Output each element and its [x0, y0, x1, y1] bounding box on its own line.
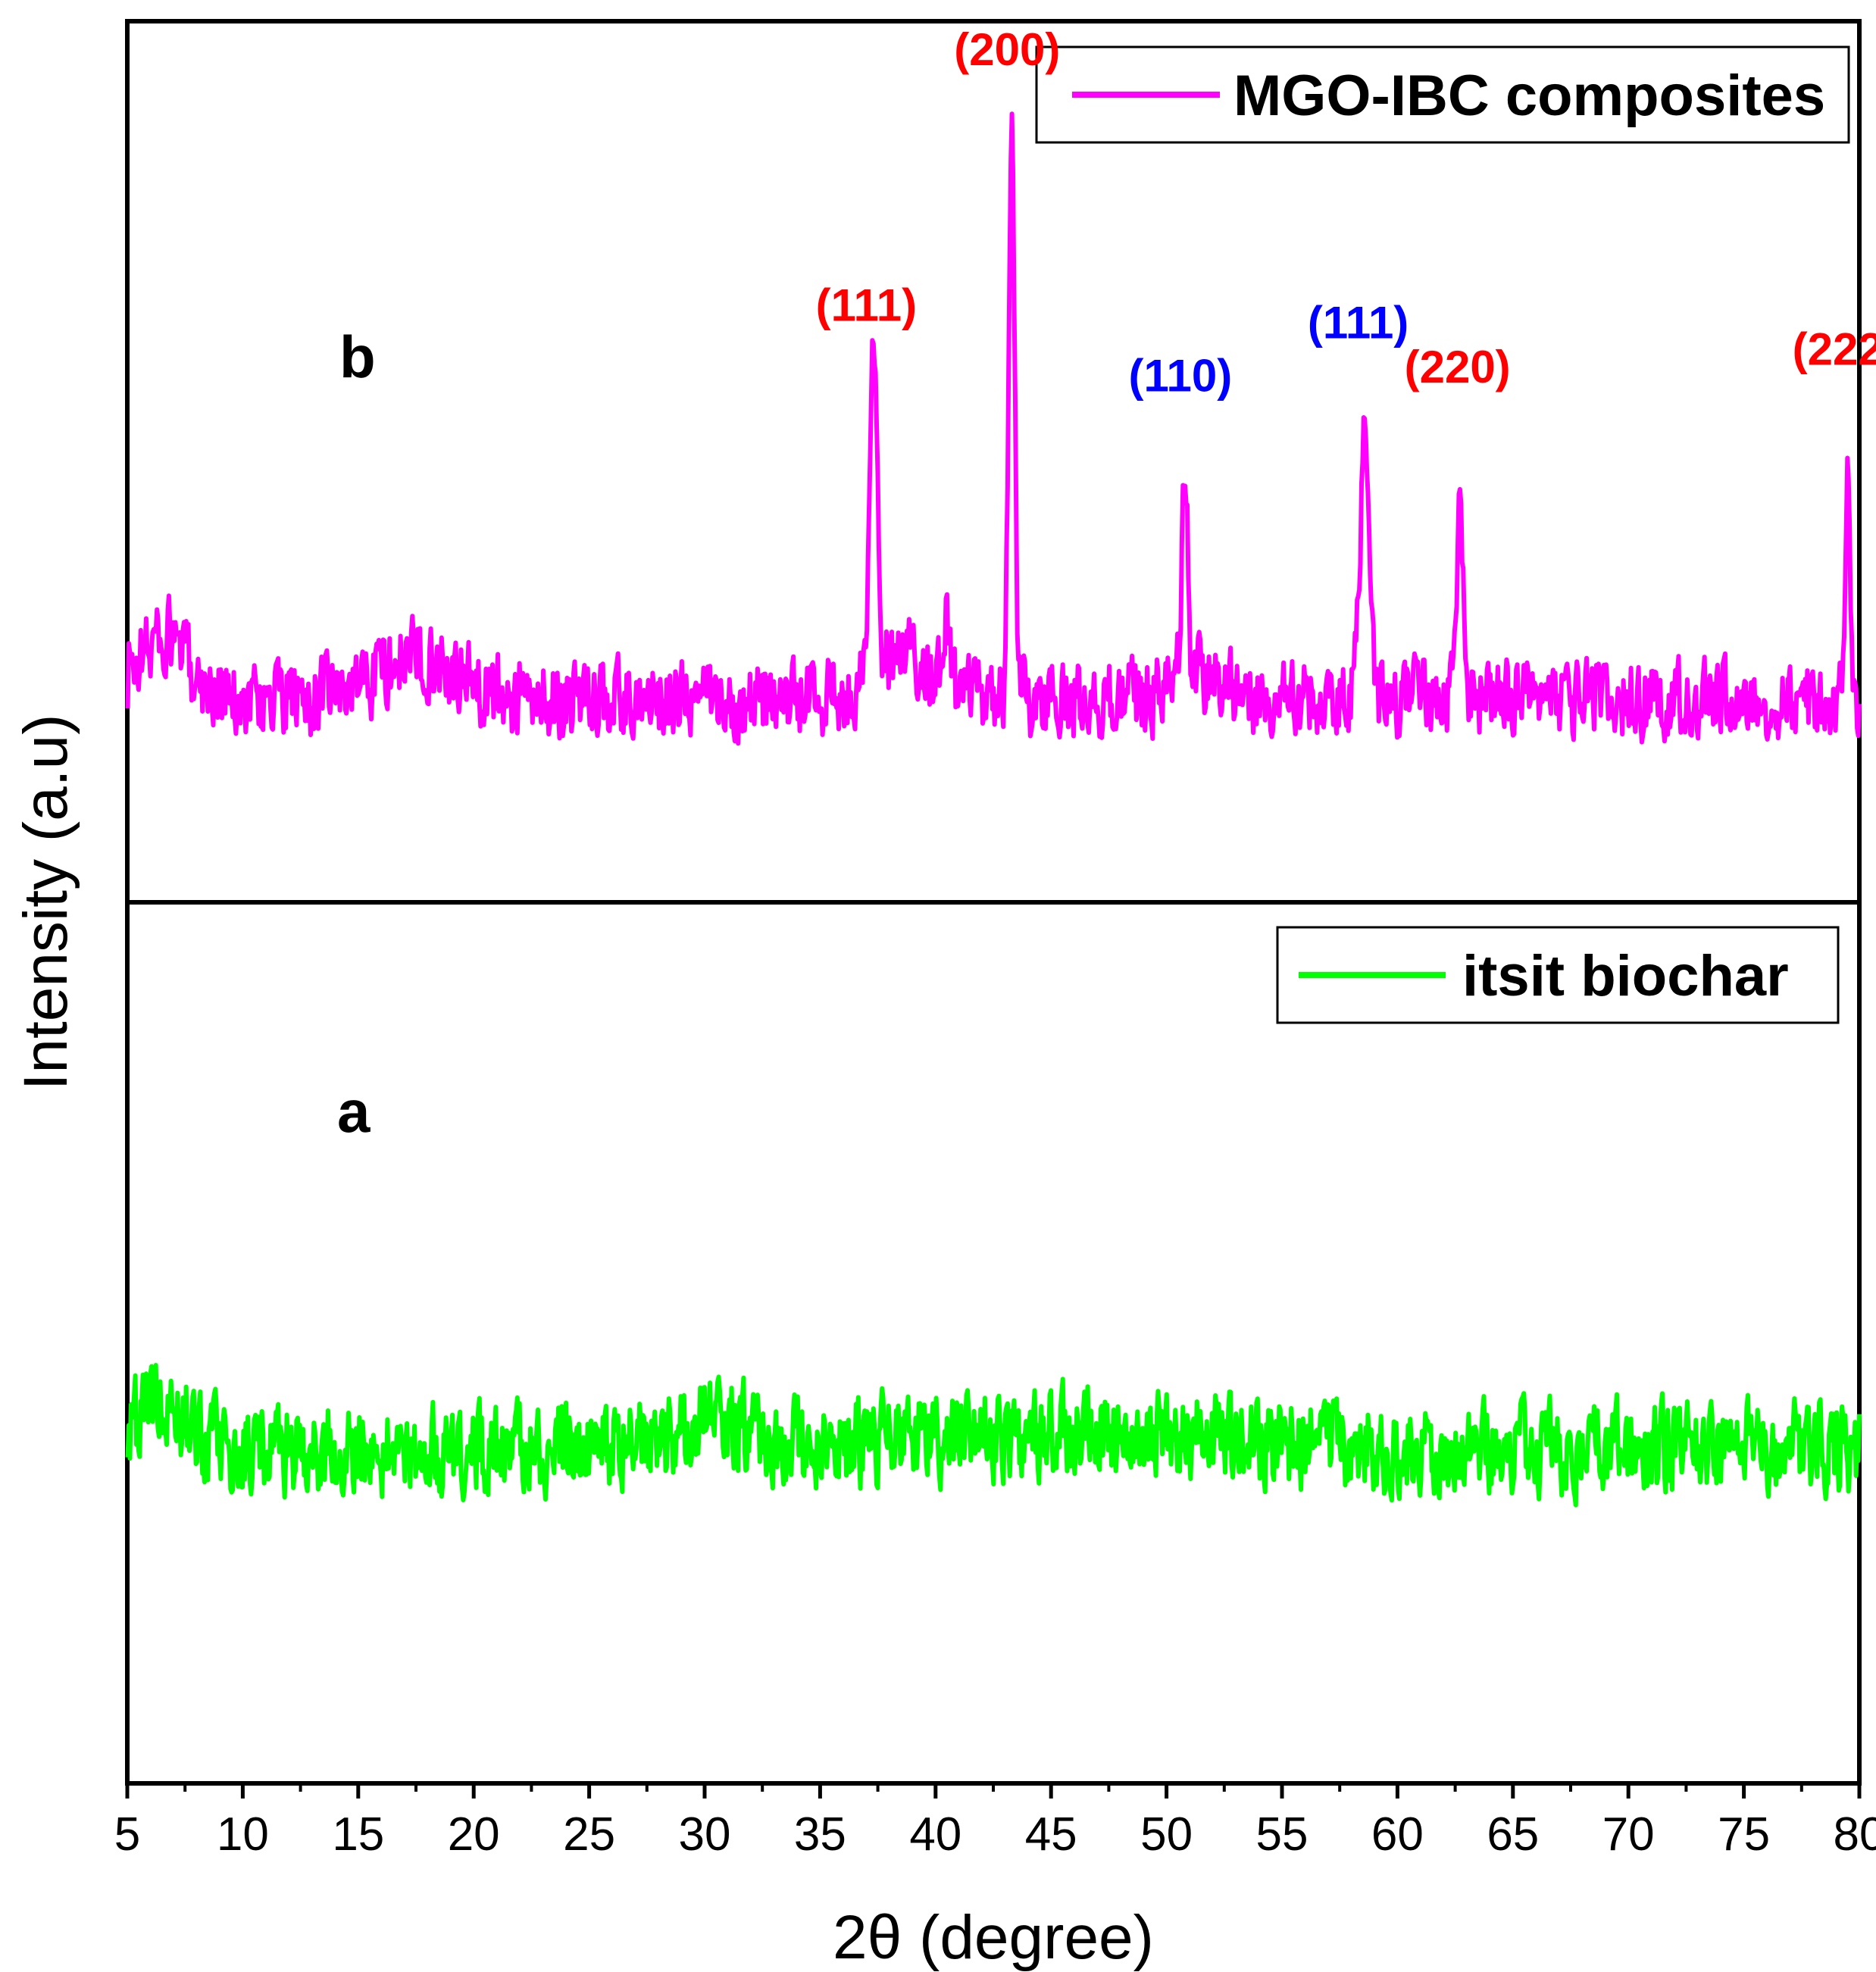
peak-label-3-panel-b: (111) — [1308, 298, 1409, 348]
x-axis-title: 2θ (degree) — [833, 1903, 1154, 1972]
panel-letter-a: a — [337, 1078, 371, 1145]
x-tick-label-10: 10 — [217, 1808, 269, 1861]
panel-a-frame — [125, 900, 1862, 1786]
x-tick-label-60: 60 — [1371, 1808, 1424, 1861]
x-tick-label-70: 70 — [1602, 1808, 1655, 1861]
peak-annotations: (111)(200)(110)(111)(220)(222) — [816, 24, 1876, 401]
series-line-mgo-ibc — [125, 111, 1862, 746]
x-tick-label-15: 15 — [332, 1808, 384, 1861]
x-tick-label-30: 30 — [679, 1808, 731, 1861]
peak-label-1-panel-b: (200) — [954, 24, 1060, 75]
legend-a: itsit biochar — [1276, 926, 1840, 1024]
x-tick-label-5: 5 — [114, 1808, 140, 1861]
x-tick-label-55: 55 — [1256, 1808, 1309, 1861]
peak-label-5-panel-b: (222) — [1793, 324, 1876, 375]
legend-b: MGO-IBC composites — [1035, 45, 1850, 144]
y-axis-title: Intensity (a.u) — [11, 714, 80, 1091]
x-tick-label-50: 50 — [1140, 1808, 1193, 1861]
peak-label-0-panel-b: (111) — [816, 280, 917, 330]
x-tick-label-35: 35 — [794, 1808, 846, 1861]
x-tick-label-25: 25 — [563, 1808, 615, 1861]
peak-label-2-panel-b: (110) — [1129, 350, 1233, 401]
panel-b-frame — [125, 19, 1862, 905]
x-tick-label-65: 65 — [1487, 1808, 1539, 1861]
legend-a-label: itsit biochar — [1462, 944, 1789, 1008]
x-tick-label-20: 20 — [448, 1808, 500, 1861]
x-tick-label-80: 80 — [1834, 1808, 1876, 1861]
x-axis-ticks: 5 10 15 20 25 30 35 40 45 50 55 60 65 70 75 80 — [114, 1783, 1876, 1861]
panel-letter-b: b — [339, 323, 376, 390]
x-tick-label-40: 40 — [909, 1808, 961, 1861]
x-tick-label-45: 45 — [1025, 1808, 1077, 1861]
series-line-itsit-biochar — [125, 1363, 1862, 1508]
peak-label-4-panel-b: (220) — [1405, 342, 1511, 392]
legend-b-label: MGO-IBC composites — [1233, 64, 1825, 128]
x-tick-label-75: 75 — [1718, 1808, 1770, 1861]
